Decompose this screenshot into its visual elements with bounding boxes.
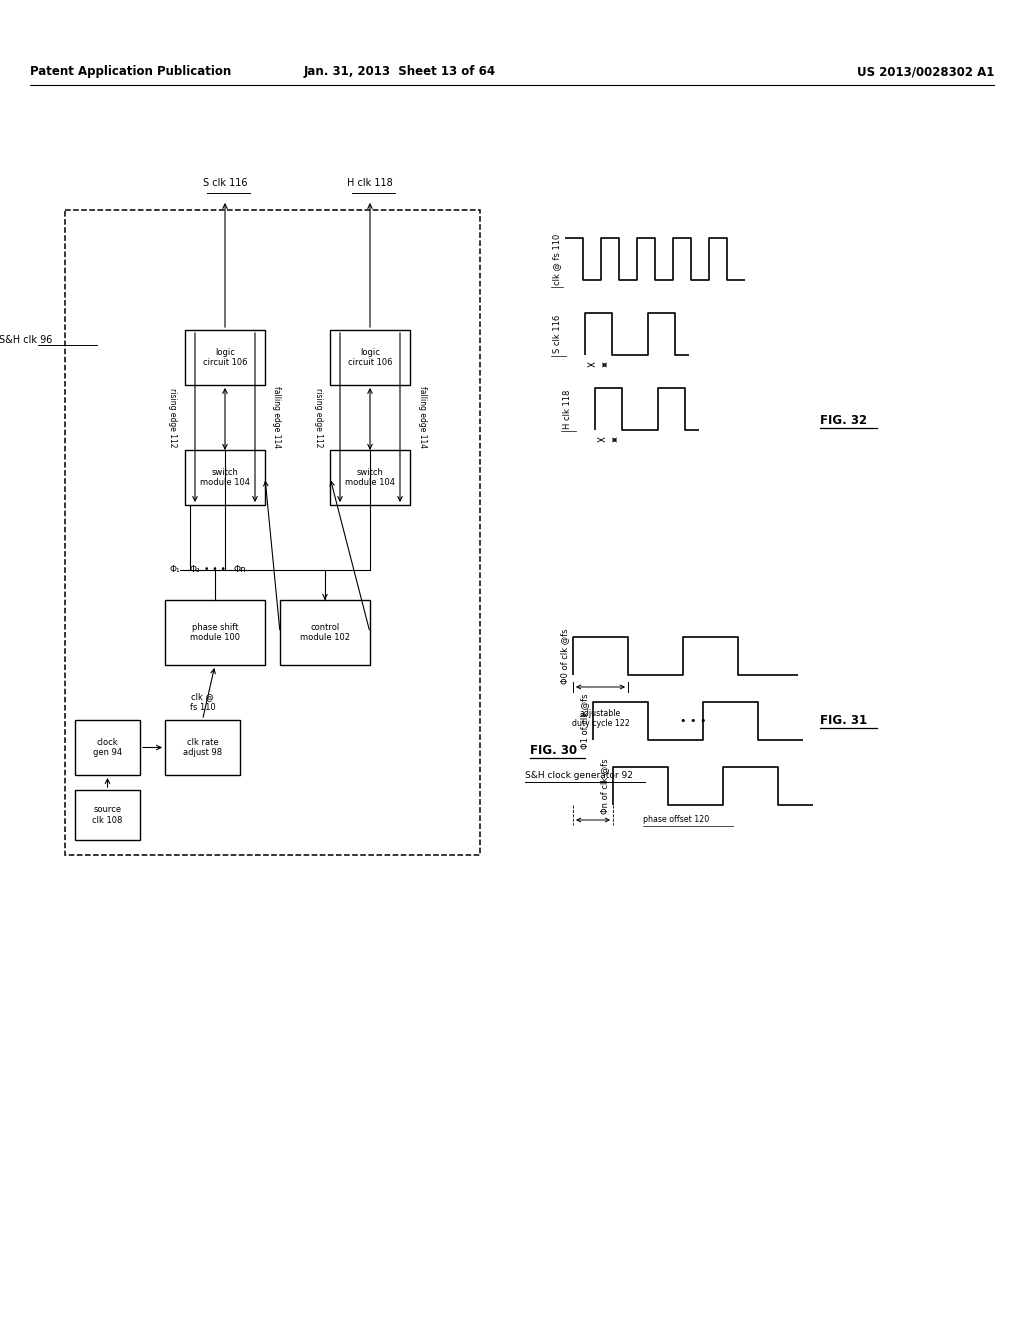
Bar	[65, 210, 480, 855]
Bar	[165, 601, 265, 665]
Text: phase offset 120: phase offset 120	[643, 816, 710, 825]
Text: logic
circuit 106: logic circuit 106	[203, 347, 247, 367]
Text: control
module 102: control module 102	[300, 623, 350, 643]
Bar	[165, 719, 240, 775]
Text: phase shift
module 100: phase shift module 100	[190, 623, 240, 643]
Text: source
clk 108: source clk 108	[92, 805, 123, 825]
Text: Φ₂: Φ₂	[189, 565, 201, 574]
Text: Φn of clk @fs: Φn of clk @fs	[600, 758, 609, 814]
Text: rising edge 112: rising edge 112	[169, 388, 177, 447]
Text: switch
module 104: switch module 104	[200, 467, 250, 487]
Text: Patent Application Publication: Patent Application Publication	[30, 66, 231, 78]
Bar	[75, 719, 140, 775]
Text: • • •: • • •	[680, 715, 707, 726]
Bar	[185, 330, 265, 385]
Text: clk rate
adjust 98: clk rate adjust 98	[183, 738, 222, 758]
Bar	[330, 450, 410, 506]
Text: FIG. 32: FIG. 32	[820, 413, 867, 426]
Bar	[280, 601, 370, 665]
Bar	[185, 450, 265, 506]
Text: S clk 116: S clk 116	[553, 315, 561, 354]
Text: falling edge 114: falling edge 114	[272, 387, 282, 449]
Text: clk @
fs 110: clk @ fs 110	[189, 692, 215, 711]
Bar	[75, 789, 140, 840]
Text: H clk 118: H clk 118	[562, 389, 571, 429]
Text: S&H clock generator 92: S&H clock generator 92	[525, 771, 633, 780]
Text: clk @ fs 110: clk @ fs 110	[553, 234, 561, 285]
Text: adjustable
duty cycle 122: adjustable duty cycle 122	[571, 709, 630, 729]
Text: Φ1 of clk @fs: Φ1 of clk @fs	[581, 693, 590, 748]
Text: Φ₁: Φ₁	[170, 565, 180, 574]
Text: Φ0 of clk @fs: Φ0 of clk @fs	[560, 628, 569, 684]
Text: S&H clk 96: S&H clk 96	[0, 335, 52, 345]
Text: Jan. 31, 2013  Sheet 13 of 64: Jan. 31, 2013 Sheet 13 of 64	[304, 66, 496, 78]
Text: falling edge 114: falling edge 114	[418, 387, 427, 449]
Text: FIG. 31: FIG. 31	[820, 714, 867, 726]
Text: clock
gen 94: clock gen 94	[93, 738, 122, 758]
Text: rising edge 112: rising edge 112	[313, 388, 323, 447]
Text: S clk 116: S clk 116	[203, 178, 247, 187]
Text: logic
circuit 106: logic circuit 106	[348, 347, 392, 367]
Text: Φn: Φn	[233, 565, 247, 574]
Text: switch
module 104: switch module 104	[345, 467, 395, 487]
Text: US 2013/0028302 A1: US 2013/0028302 A1	[857, 66, 994, 78]
Text: H clk 118: H clk 118	[347, 178, 393, 187]
Text: FIG. 30: FIG. 30	[530, 743, 578, 756]
Text: • • •: • • •	[204, 565, 226, 574]
Bar	[330, 330, 410, 385]
